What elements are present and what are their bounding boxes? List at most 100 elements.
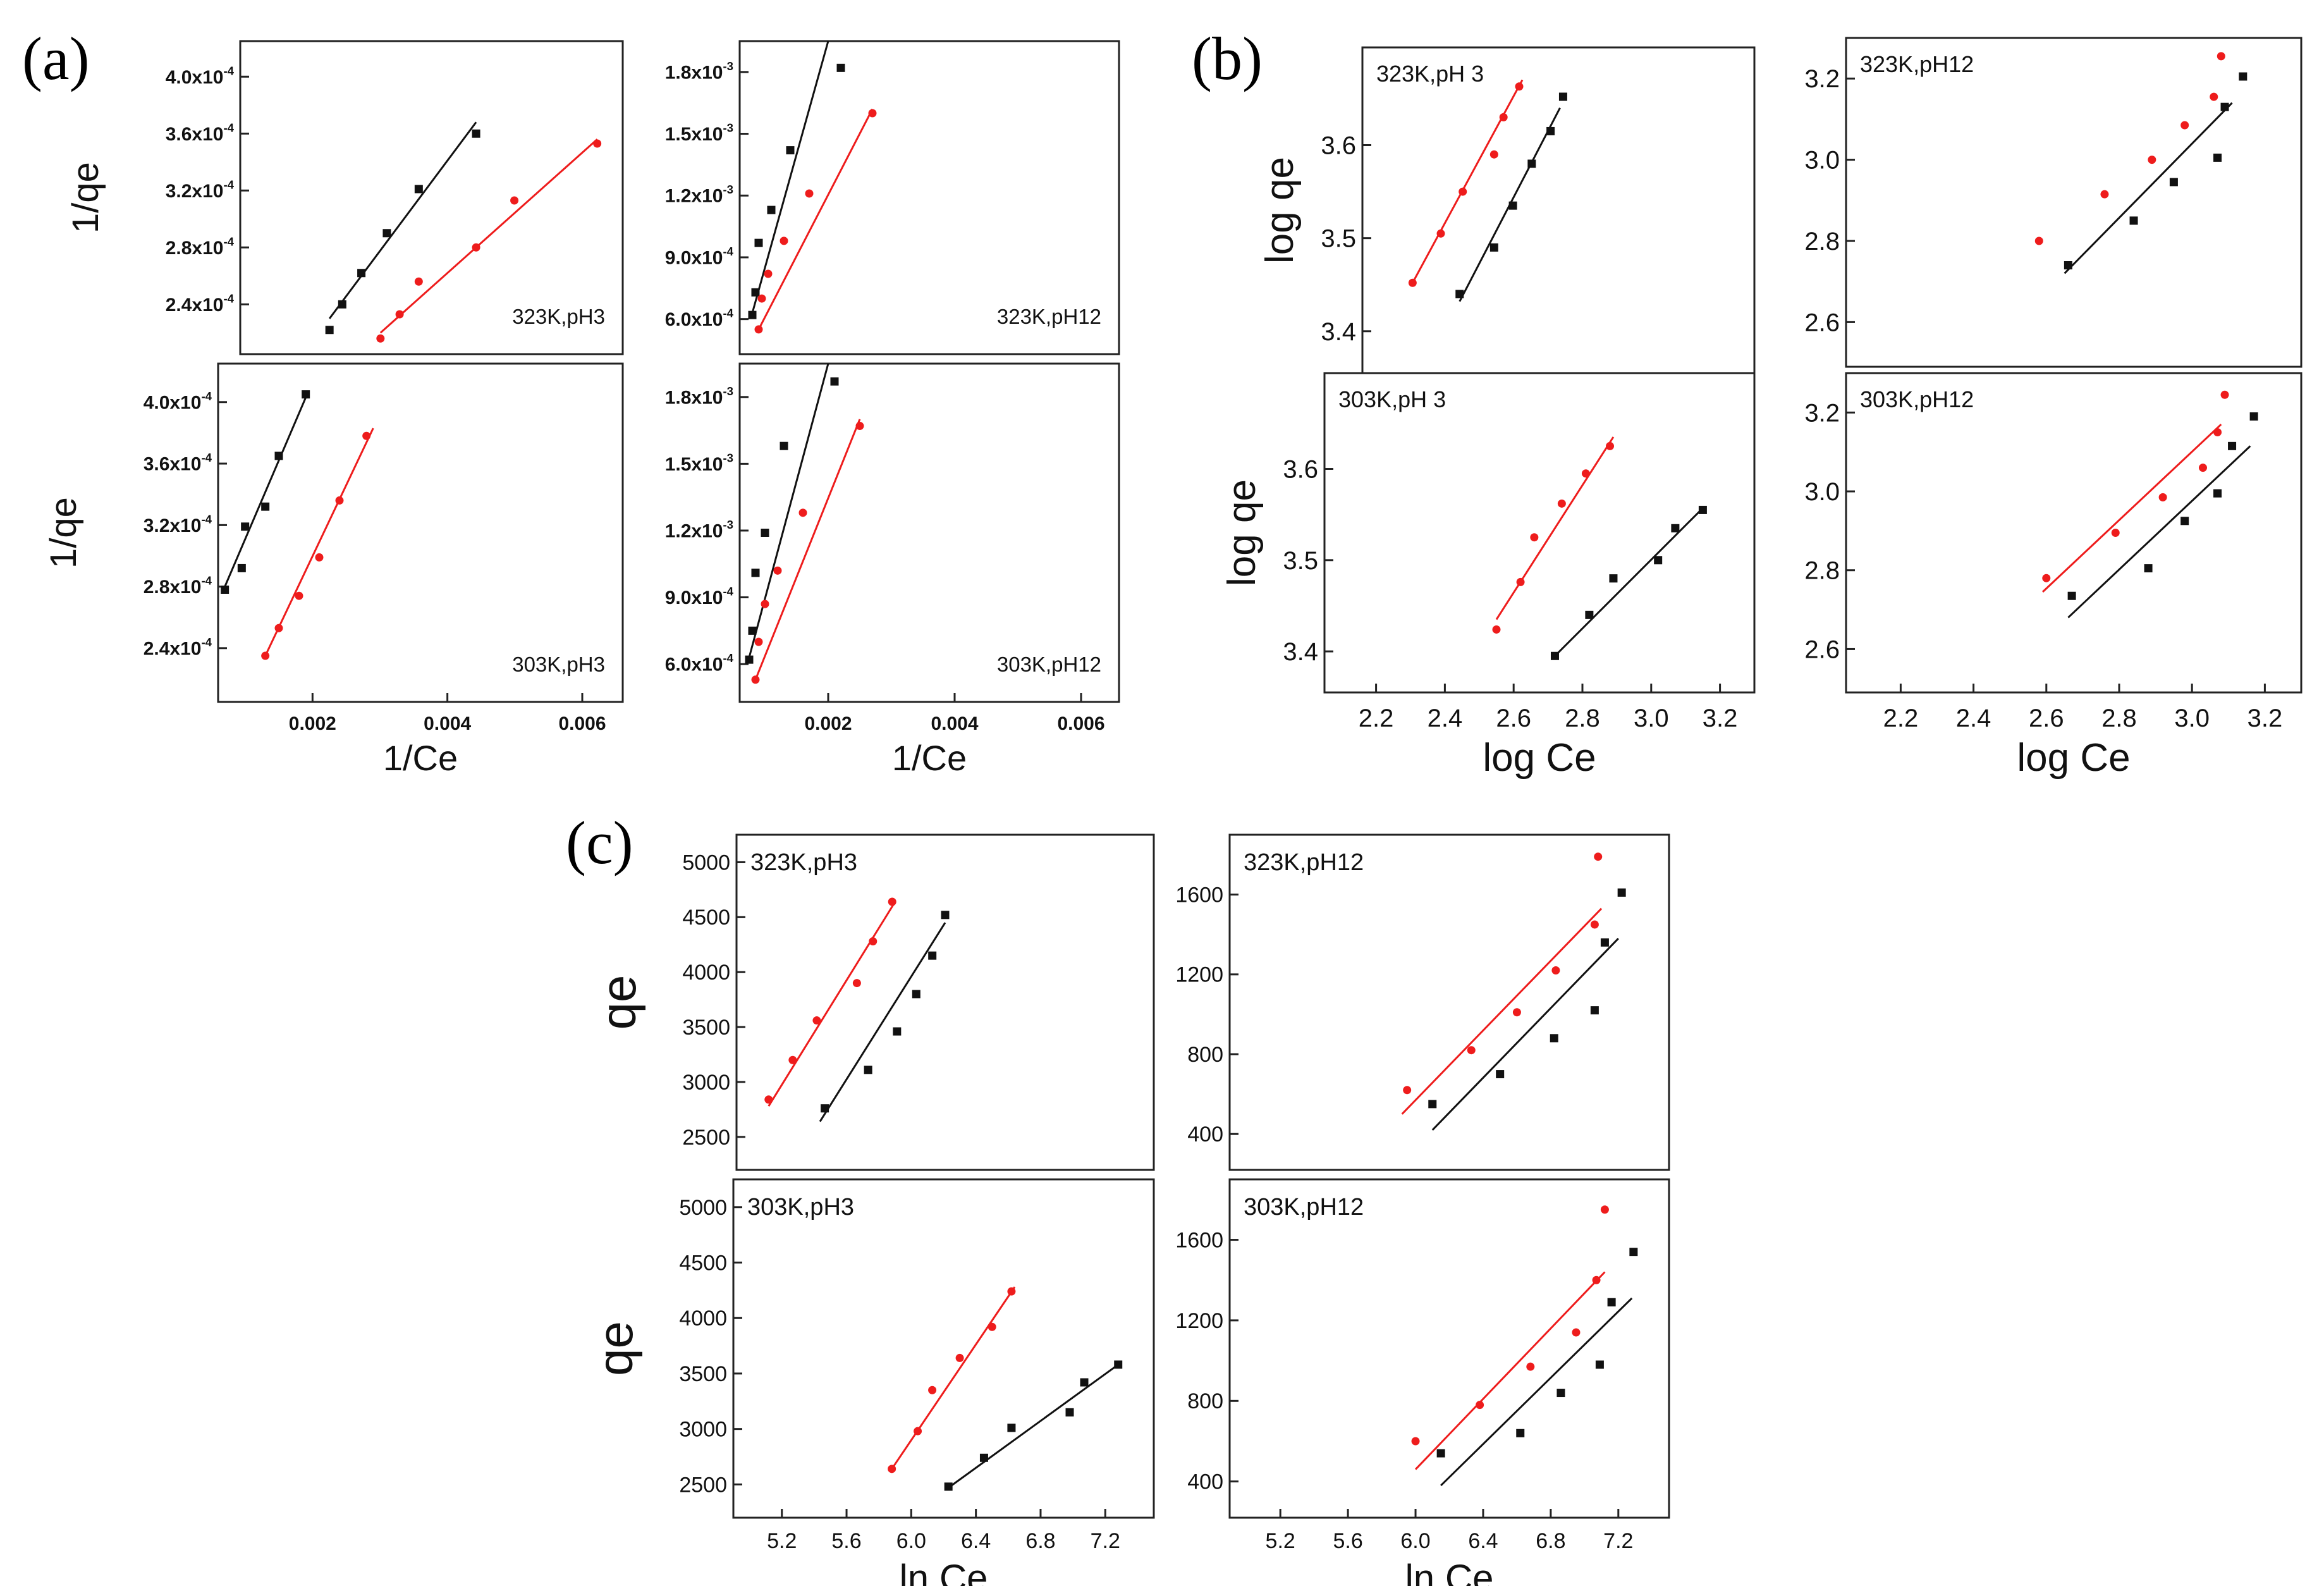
data-point-black [979,1453,988,1462]
data-point-red [757,294,766,303]
data-point-black [928,951,937,960]
data-point-black [786,146,795,155]
data-point-red [414,277,423,286]
plot-frame [1845,372,2303,694]
y-tick-label: 3.6x10-4 [144,451,212,475]
data-point-black [1550,1034,1558,1043]
x-tick-label: 0.002 [804,713,852,734]
x-tick-label: 3.0 [2174,704,2210,732]
data-point-red [798,508,807,517]
y-tick-label: 9.0x10-4 [665,585,734,609]
data-point-red [1526,1362,1535,1371]
x-tick-label: 2.4 [1956,704,1991,732]
panel-condition-label: 303K,pH3 [512,653,605,676]
x-axis-label: log Ce [2017,736,2130,780]
y-tick-label: 1.2x10-3 [665,183,733,207]
data-point-black [941,911,950,919]
data-point-black [1489,243,1498,252]
y-tick-label: 2.4x10-4 [144,636,212,660]
y-tick-label: 2.8x10-4 [144,574,212,598]
fit-line-black [224,396,307,587]
data-point-red [472,243,480,252]
y-tick-label: 3500 [682,1016,730,1040]
data-point-red [754,637,763,646]
data-point-red [335,496,344,505]
data-point-red [1515,82,1524,91]
x-axis-label: ln Ce [1405,1557,1493,1586]
y-tick-label: 1.5x10-3 [665,121,733,145]
chart-b1: 3.4 3.5 3.6 log qe 323K,pH 3 [1258,46,1756,374]
data-point-red [2158,493,2167,501]
data-point-black [1556,1389,1565,1398]
data-point-red [395,310,404,319]
x-tick-label: 5.2 [767,1529,797,1553]
data-point-red [773,566,782,575]
y-tick-label: 800 [1187,1389,1223,1413]
data-point-red [888,1465,896,1473]
x-tick-label: 2.6 [1496,704,1531,732]
x-tick-label: 5.2 [1266,1529,1295,1553]
data-point-red [888,897,896,906]
data-point-black [1007,1423,1016,1432]
chart-c2: 400 800 1200 1600 323K,pH12 [1175,833,1670,1171]
chart-b2: 2.6 2.8 3.0 3.2 323K,pH12 [1804,37,2303,368]
data-point-red [764,269,773,278]
data-point-black [2144,564,2153,573]
y-tick-label: 1.5x10-3 [665,451,733,475]
panel-label-a: (a) [22,25,90,92]
data-point-red [1516,577,1525,586]
y-tick-label: 3000 [682,1071,730,1095]
data-point-black [1508,201,1517,210]
panel-condition-label: 323K,pH3 [512,305,605,328]
data-point-black [2169,178,2178,187]
x-axis-label: log Ce [1483,736,1596,780]
y-tick-label: 6.0x10-4 [665,651,734,675]
chart-b4: 2.6 2.8 3.0 3.2 2.2 2.4 2.6 2.8 3.0 3.2 log Ce 303K… [1804,372,2303,780]
y-tick-label: 3.6x10-4 [166,121,235,145]
x-tick-label: 0.004 [424,713,471,734]
fit-line-black [751,40,829,314]
data-point-black [944,1482,953,1491]
y-tick-label: 1600 [1175,883,1223,907]
data-point-black [357,269,366,278]
data-point-red [2220,390,2229,399]
x-tick-label: 6.0 [896,1529,926,1553]
data-point-red [1581,469,1590,478]
panel-condition-label: 303K,pH12 [1860,386,1974,412]
data-point-red [1592,1276,1601,1284]
y-tick-label: 2.6 [1804,309,1840,336]
x-tick-label: 2.6 [2029,704,2064,732]
data-point-black [1065,1408,1074,1417]
y-tick-label: 400 [1187,1122,1223,1146]
fit-line-red [754,419,861,680]
data-point-red [764,1095,773,1104]
plot-frame [1323,372,1756,694]
x-tick-label: 2.4 [1428,704,1463,732]
data-point-black [1600,938,1609,947]
data-point-red [1403,1086,1412,1095]
data-point-red [2042,574,2051,582]
data-point-black [1629,1248,1638,1257]
y-axis-label: log qe [1258,157,1302,264]
data-point-black [751,569,760,577]
y-tick-label: 2500 [682,1126,730,1150]
plot-frame [735,833,1155,1171]
data-point-black [338,300,346,309]
data-point-black [864,1066,872,1074]
x-tick-label: 2.8 [1565,704,1600,732]
data-point-red [295,591,303,600]
x-tick-label: 6.8 [1025,1529,1055,1553]
data-point-black [2239,72,2248,81]
data-point-black [1080,1378,1089,1387]
data-point-red [2100,190,2109,199]
data-point-red [869,937,878,946]
y-tick-label: 4000 [679,1306,727,1331]
x-axis-label: 1/Ce [383,738,458,778]
y-axis-label: log qe [1220,479,1264,586]
data-point-black [1558,92,1567,101]
data-point-red [2217,52,2225,61]
x-tick-label: 0.002 [289,713,336,734]
plot-frame [1845,37,2303,368]
y-tick-label: 3.2x10-4 [144,512,212,536]
